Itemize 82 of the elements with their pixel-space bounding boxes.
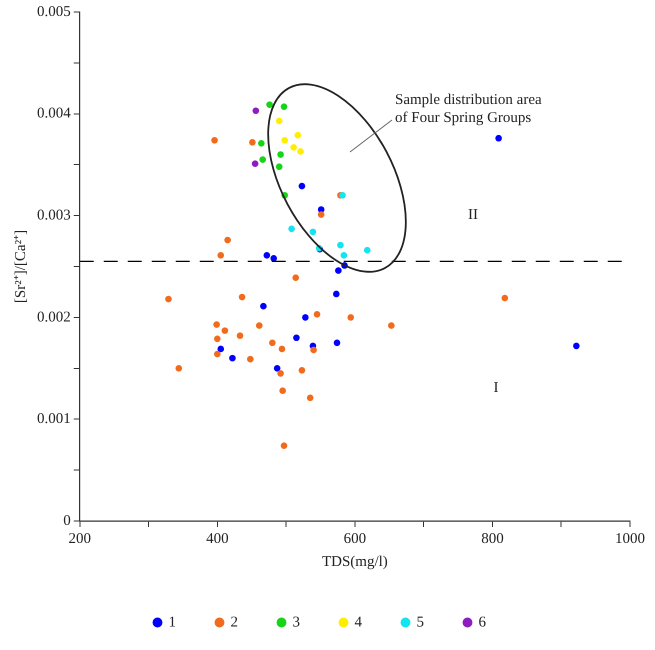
point (314, 311, 320, 318)
point (302, 314, 309, 321)
point (573, 342, 580, 350)
point (292, 274, 300, 281)
point (340, 252, 348, 259)
y-tick-label: 0.001 (37, 411, 71, 428)
point (297, 148, 304, 155)
point (222, 327, 228, 334)
point (217, 346, 224, 352)
point (266, 101, 273, 108)
point (347, 314, 354, 321)
x-tick-label: 400 (206, 530, 229, 547)
point (502, 294, 508, 302)
point (252, 107, 260, 114)
point (214, 350, 221, 358)
point (294, 132, 302, 138)
point (214, 335, 221, 342)
point (276, 118, 283, 124)
point (213, 321, 220, 328)
point (264, 252, 270, 259)
legend-label: 2 (230, 614, 238, 630)
point (258, 140, 265, 147)
annotation: Sample distribution area of Four Spring Groups (395, 92, 542, 126)
x-tick-label: 1000 (615, 530, 645, 547)
point (256, 322, 263, 329)
x-tick-label: 800 (481, 530, 504, 547)
point (335, 267, 342, 274)
point (337, 242, 344, 248)
point (288, 226, 295, 232)
point (249, 139, 256, 146)
point (333, 290, 340, 298)
y-tick-label: 0.004 (37, 106, 72, 122)
point (306, 394, 314, 402)
point (388, 322, 395, 329)
point (364, 246, 371, 254)
y-tick-label: 0 (63, 512, 71, 529)
x-tick-label: 200 (68, 530, 91, 547)
point (293, 334, 300, 342)
point (281, 136, 288, 144)
point (269, 340, 276, 346)
y-tick-label: 0.003 (37, 208, 71, 224)
point (260, 302, 267, 310)
point (334, 340, 340, 346)
point (236, 332, 244, 340)
annotation: II (468, 206, 478, 223)
legend-label: 1 (168, 614, 176, 630)
point (274, 365, 280, 372)
point (290, 144, 297, 151)
point (165, 296, 172, 302)
y-tick-label: 0.005 (37, 4, 71, 20)
x-tick-label: 600 (344, 530, 366, 547)
point (318, 211, 324, 218)
point (495, 134, 502, 142)
legend-label: 5 (416, 614, 424, 630)
point (280, 442, 288, 449)
point (247, 356, 254, 362)
point (298, 182, 306, 190)
point (298, 367, 306, 374)
point (310, 228, 316, 236)
legend-label: 3 (292, 614, 300, 630)
y-tick-label: 0.002 (37, 309, 71, 326)
point (224, 236, 231, 244)
point (238, 294, 246, 300)
point (175, 365, 182, 372)
point (278, 346, 286, 352)
point (211, 136, 218, 144)
point (280, 103, 288, 110)
point (252, 160, 258, 167)
point (259, 156, 266, 163)
y-axis-title: [Sr²⁺]/[Ca²⁺] (12, 230, 29, 304)
point (270, 255, 278, 262)
point (279, 387, 286, 394)
annotation: I (494, 380, 498, 396)
point (277, 151, 284, 158)
x-axis-title: TDS(mg/l) (322, 554, 388, 570)
point (276, 163, 283, 170)
point (277, 370, 284, 377)
point (310, 346, 317, 354)
legend-label: 6 (478, 614, 486, 630)
point (217, 252, 224, 259)
point (229, 354, 236, 362)
legend-label: 4 (354, 614, 362, 630)
